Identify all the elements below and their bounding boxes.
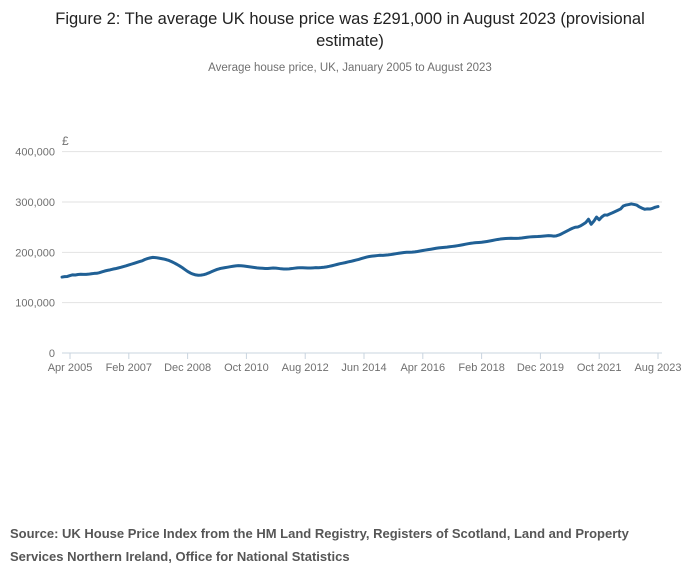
x-tick-label: Jun 2014 xyxy=(341,362,386,374)
source-note: Source: UK House Price Index from the HM… xyxy=(10,526,629,564)
x-tick-label: Dec 2008 xyxy=(164,362,211,374)
x-tick-label: Oct 2010 xyxy=(224,362,269,374)
chart-area: 0 100,000 200,000 300,000 400,000 £ Apr 2005 Fe… xyxy=(0,130,700,385)
x-tick-label: Feb 2018 xyxy=(458,362,504,374)
x-tick-label: Apr 2005 xyxy=(48,362,93,374)
x-tick-label: Aug 2023 xyxy=(634,362,681,374)
x-tick-label: Dec 2019 xyxy=(517,362,564,374)
y-tick-label: 0 xyxy=(49,348,55,360)
average-price-line xyxy=(60,202,660,279)
y-tick-label: 300,000 xyxy=(15,197,55,209)
figure-title: Figure 2: The average UK house price was… xyxy=(55,10,645,51)
house-price-line-chart: 0 100,000 200,000 300,000 400,000 £ Apr 2005 Fe… xyxy=(15,134,681,374)
x-tick-label: Apr 2016 xyxy=(400,362,445,374)
y-tick-label: 400,000 xyxy=(15,147,55,159)
y-axis-unit-label: £ xyxy=(62,134,69,148)
figure-subtitle: Average house price, UK, January 2005 to… xyxy=(208,61,492,74)
x-tick-label: Oct 2021 xyxy=(577,362,622,374)
y-tick-label: 100,000 xyxy=(15,298,55,310)
x-tick-label: Feb 2007 xyxy=(106,362,152,374)
y-tick-label: 200,000 xyxy=(15,247,55,259)
x-tick-label: Aug 2012 xyxy=(282,362,329,374)
